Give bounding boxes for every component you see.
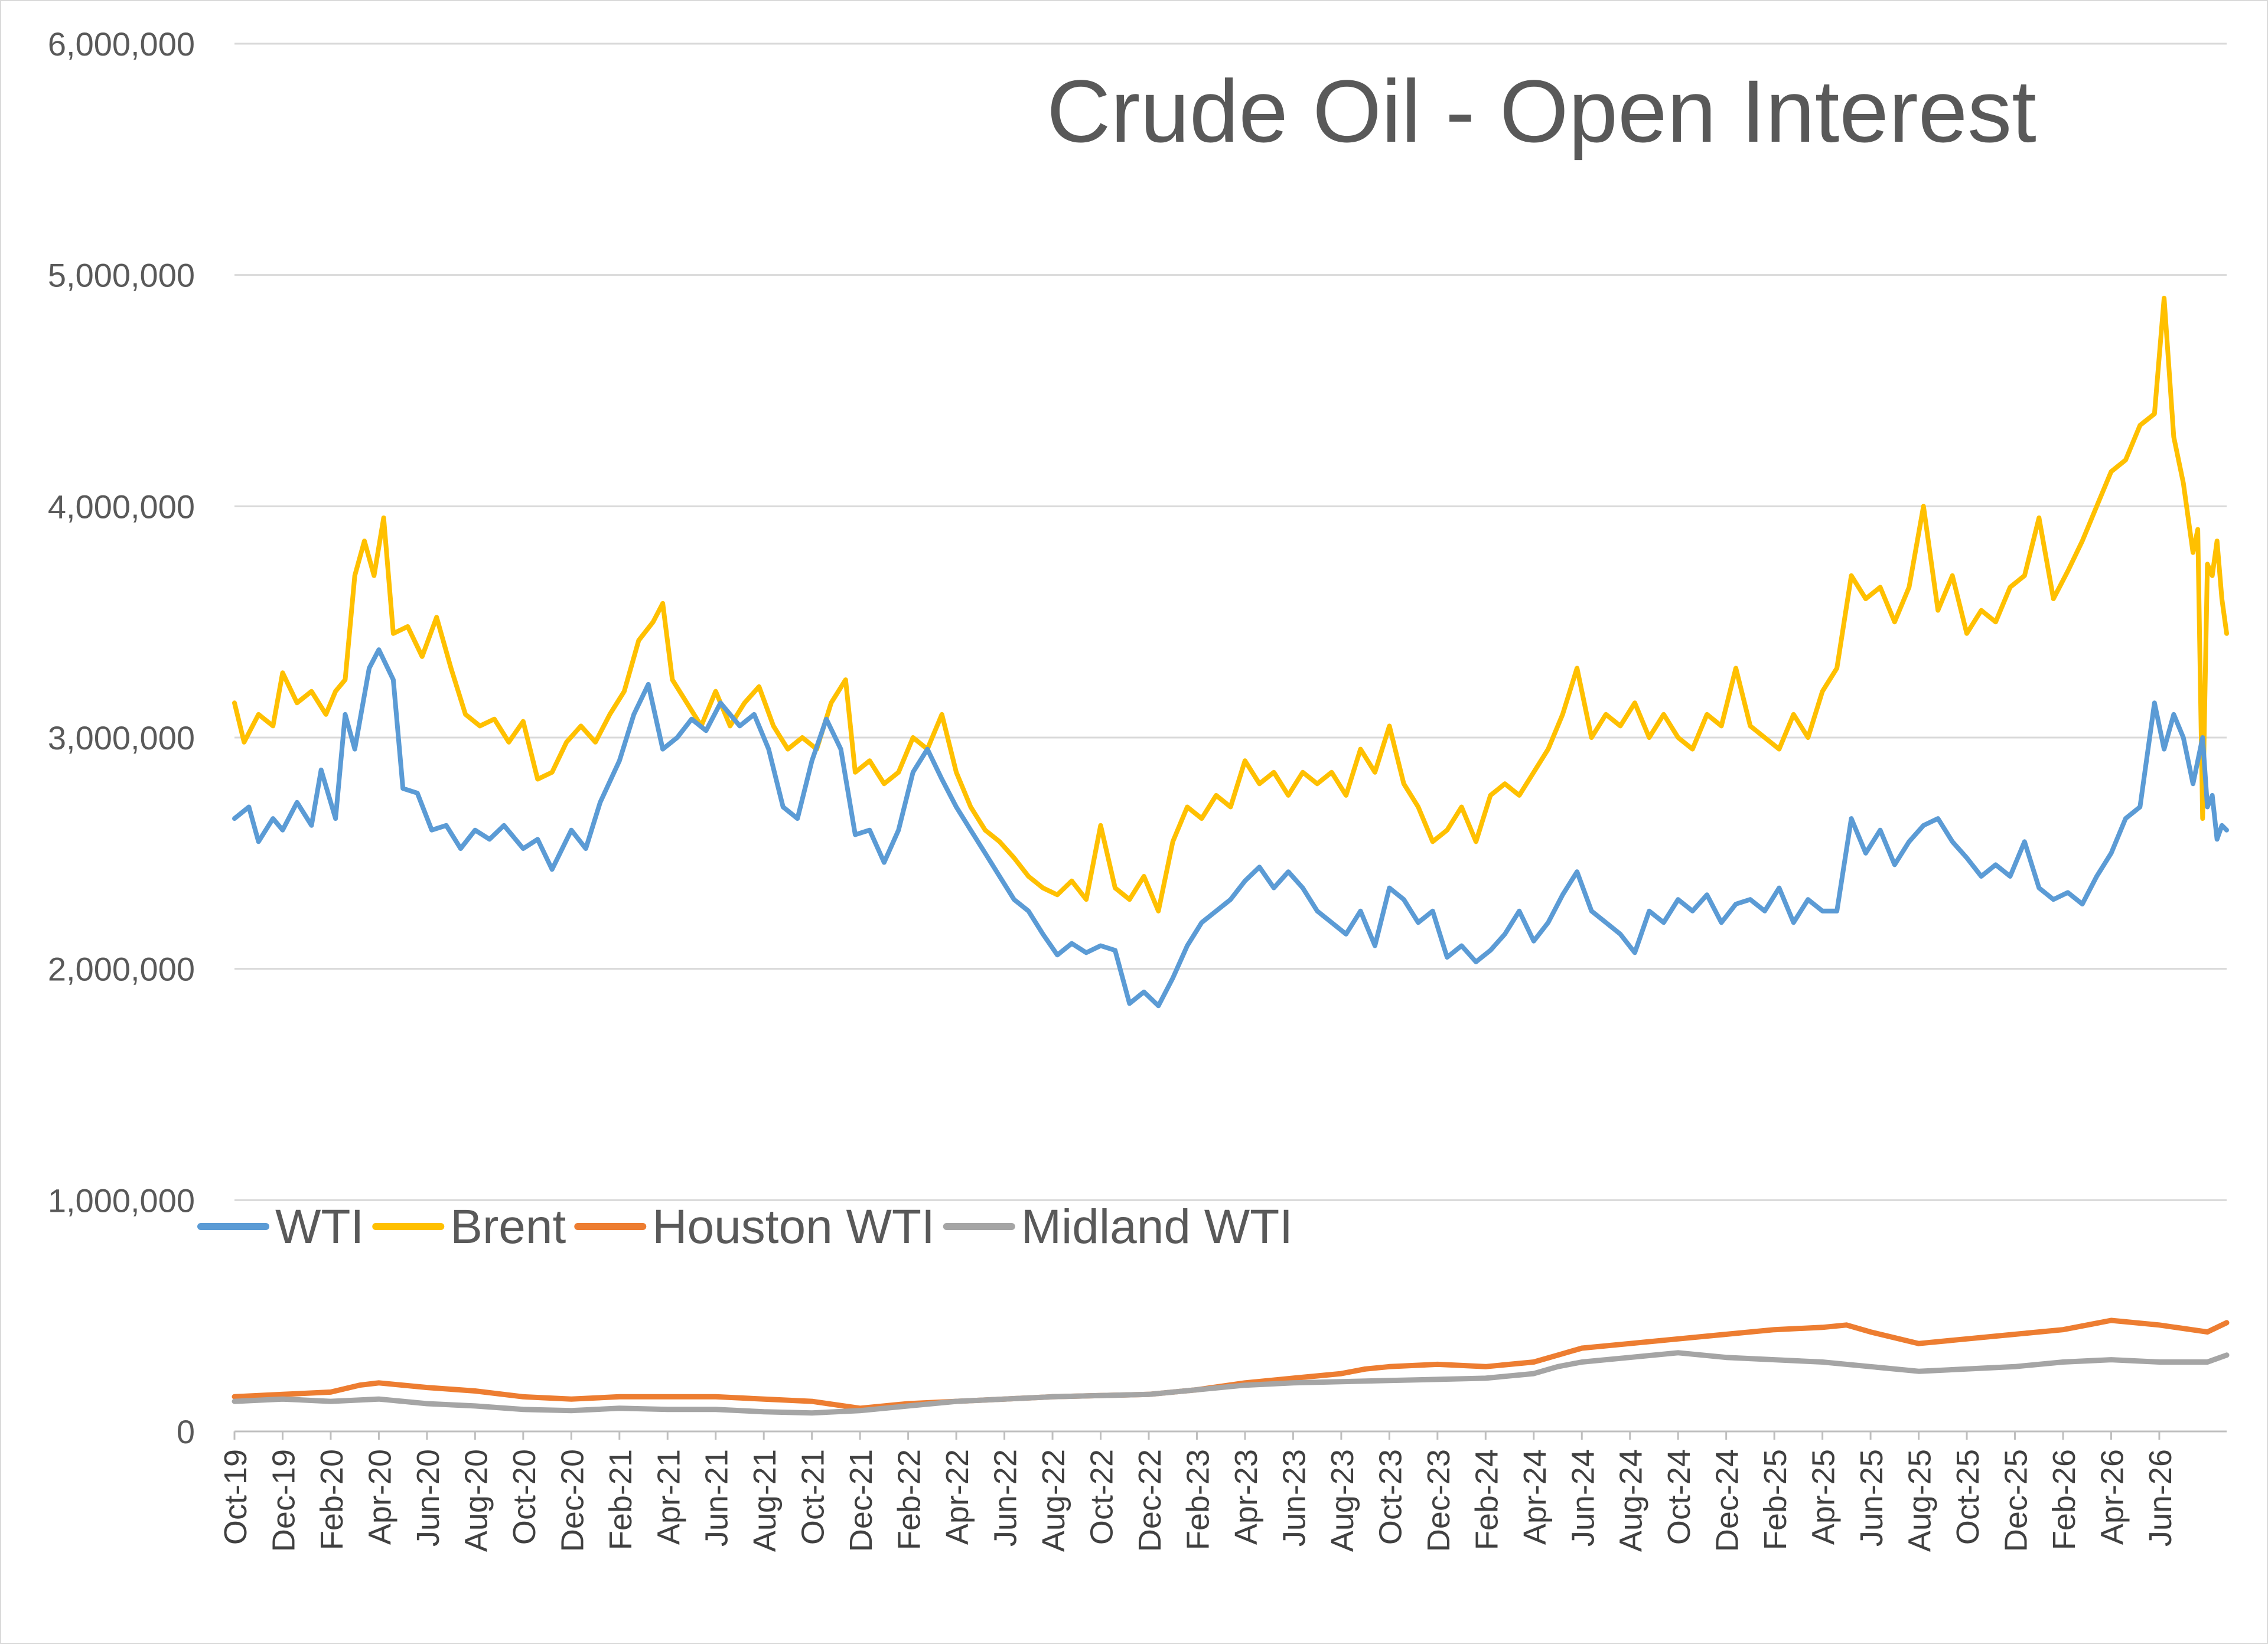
x-tick-label: Apr-25 — [1806, 1449, 1842, 1545]
legend-label: Brent — [450, 1200, 566, 1254]
x-tick-label: Jun-26 — [2143, 1449, 2178, 1547]
x-tick-label: Jun-23 — [1276, 1449, 1312, 1547]
x-tick-label: Apr-22 — [940, 1449, 975, 1545]
x-tick-label: Feb-25 — [1758, 1449, 1793, 1550]
legend: WTI Brent Houston WTI Midland WTI — [197, 1200, 1293, 1254]
x-tick-label: Dec-21 — [843, 1449, 879, 1552]
x-tick-label: Feb-20 — [314, 1449, 350, 1550]
y-tick-label: 2,000,000 — [48, 951, 195, 988]
x-tick-label: Dec-24 — [1710, 1449, 1745, 1552]
x-tick-label: Aug-22 — [1036, 1449, 1071, 1552]
y-tick-label: 5,000,000 — [48, 257, 195, 294]
gridlines — [234, 43, 2227, 1433]
y-tick-label: 3,000,000 — [48, 719, 195, 756]
y-tick-label: 4,000,000 — [48, 488, 195, 525]
x-tick-label: Apr-20 — [362, 1449, 397, 1545]
x-tick-label: Jun-25 — [1854, 1449, 1889, 1547]
series-line-houston-wti — [232, 1317, 2230, 1411]
x-axis-tick-labels: Oct-19 Dec-19 Feb-20 Apr-20 Jun-20 Aug-20 Oct-… — [218, 1431, 2178, 1552]
x-tick-label: Apr-23 — [1228, 1449, 1264, 1545]
x-tick-label: Aug-21 — [747, 1449, 783, 1552]
x-tick-label: Feb-24 — [1469, 1449, 1504, 1550]
x-tick-label: Aug-24 — [1614, 1449, 1649, 1552]
x-tick-label: Dec-22 — [1132, 1449, 1168, 1552]
series-lines — [232, 295, 2230, 1416]
y-tick-label: 0 — [177, 1413, 195, 1450]
legend-label: Houston WTI — [652, 1200, 934, 1254]
legend-label: Midland WTI — [1021, 1200, 1293, 1254]
x-tick-label: Feb-21 — [603, 1449, 638, 1550]
x-tick-label: Apr-26 — [2094, 1449, 2130, 1545]
x-tick-label: Oct-23 — [1373, 1449, 1408, 1545]
x-tick-label: Apr-21 — [651, 1449, 686, 1545]
x-tick-label: Dec-20 — [555, 1449, 590, 1552]
x-tick-label: Oct-21 — [796, 1449, 831, 1545]
x-tick-label: Oct-22 — [1084, 1449, 1120, 1545]
chart-title: Crude Oil - Open Interest — [1047, 61, 2036, 161]
series-line-midland-wti — [232, 1350, 2230, 1416]
x-tick-label: Aug-20 — [458, 1449, 494, 1552]
series-line-wti — [232, 647, 2229, 1009]
x-tick-label: Jun-21 — [699, 1449, 735, 1547]
x-tick-label: Oct-19 — [218, 1449, 253, 1545]
x-tick-label: Dec-25 — [1999, 1449, 2034, 1552]
x-tick-label: Oct-25 — [1950, 1449, 1986, 1545]
x-tick-label: Aug-23 — [1325, 1449, 1360, 1552]
series-line-brent — [232, 295, 2229, 914]
x-tick-label: Oct-24 — [1661, 1449, 1697, 1545]
x-tick-label: Oct-20 — [507, 1449, 542, 1545]
x-tick-label: Feb-23 — [1180, 1449, 1216, 1550]
x-tick-label: Jun-24 — [1565, 1449, 1601, 1547]
x-tick-label: Dec-19 — [266, 1449, 301, 1552]
x-tick-label: Jun-22 — [988, 1449, 1024, 1547]
y-tick-label: 1,000,000 — [48, 1182, 195, 1219]
x-tick-label: Dec-23 — [1421, 1449, 1456, 1552]
x-tick-label: Apr-24 — [1517, 1449, 1553, 1545]
x-tick-label: Feb-26 — [2047, 1449, 2082, 1550]
x-tick-label: Aug-25 — [1902, 1449, 1938, 1552]
legend-label: WTI — [275, 1200, 364, 1254]
y-tick-label: 6,000,000 — [48, 25, 195, 63]
x-tick-label: Jun-20 — [410, 1449, 446, 1547]
x-tick-label: Feb-22 — [892, 1449, 927, 1550]
y-axis-tick-labels: 0 1,000,000 2,000,000 3,000,000 4,000,000 5,0… — [48, 25, 195, 1450]
